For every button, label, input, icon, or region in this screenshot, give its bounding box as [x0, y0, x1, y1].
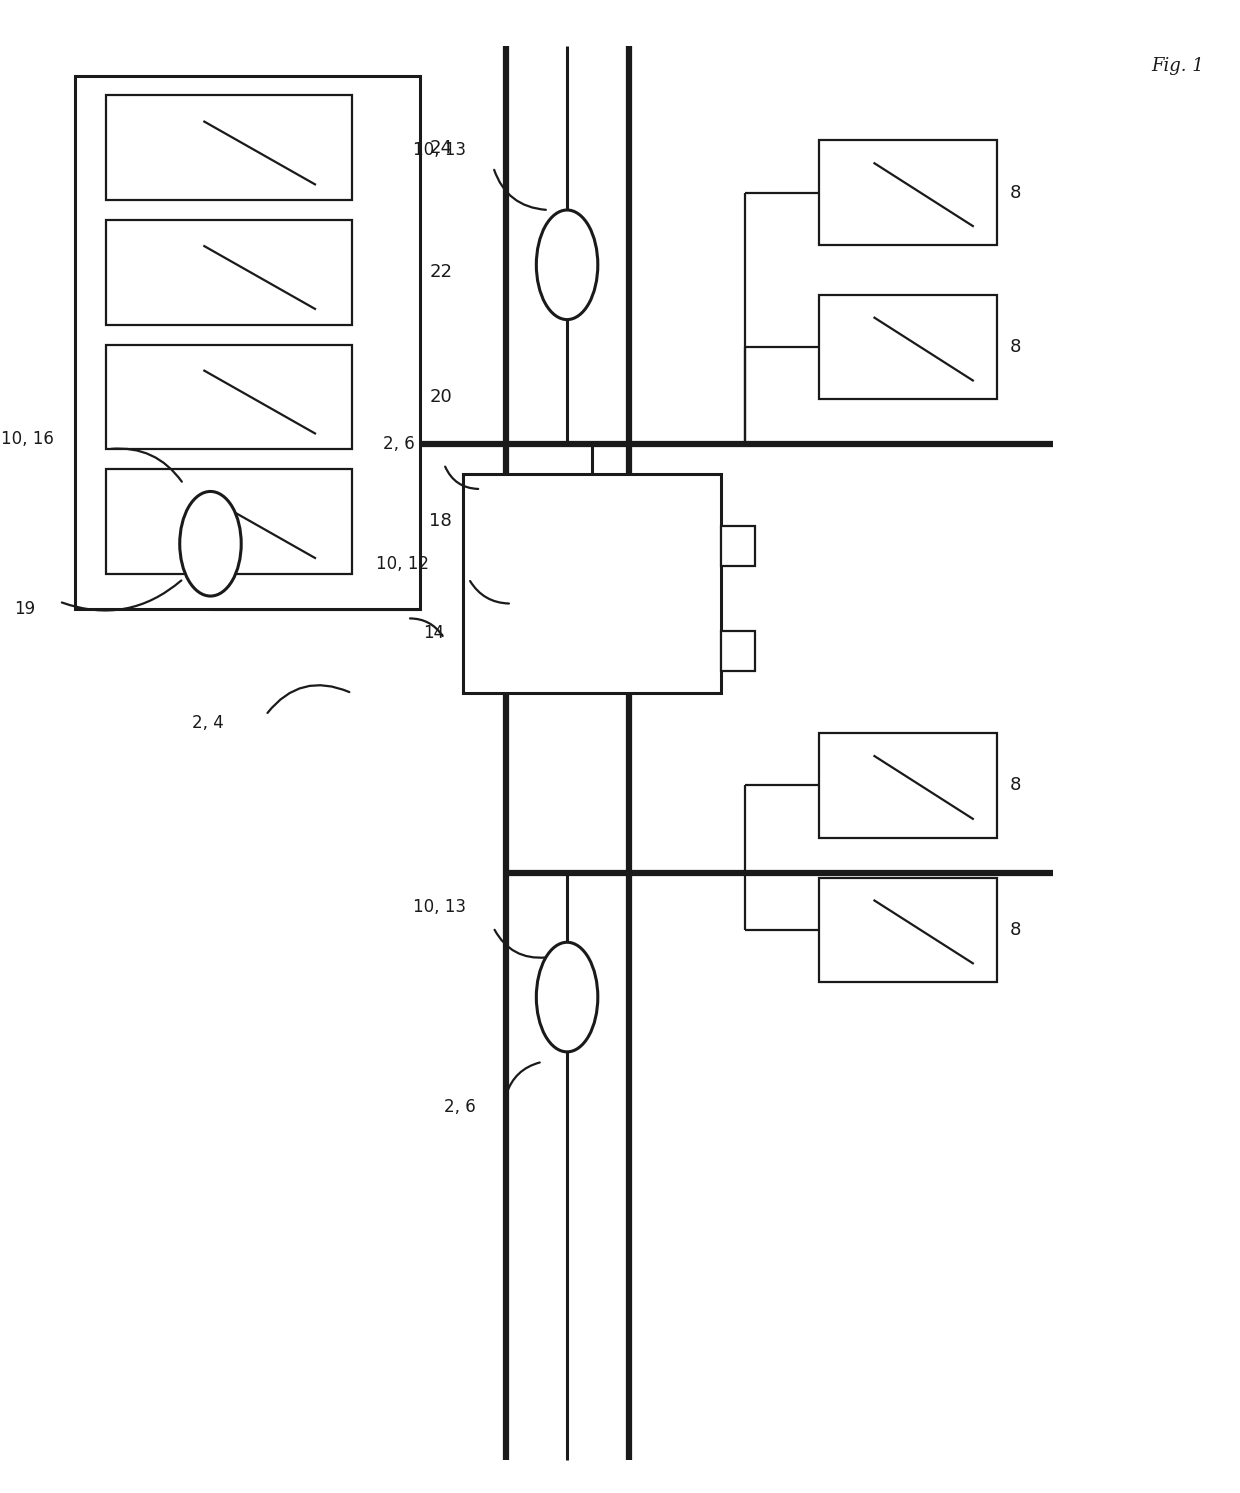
Bar: [720, 526, 755, 566]
Ellipse shape: [180, 491, 242, 596]
Text: 8: 8: [1009, 184, 1021, 202]
Bar: [105, 96, 352, 200]
Text: 10, 13: 10, 13: [413, 142, 466, 160]
Bar: [105, 469, 352, 573]
FancyArrowPatch shape: [495, 930, 546, 957]
Text: 10, 16: 10, 16: [1, 430, 55, 448]
FancyArrowPatch shape: [62, 581, 181, 611]
Text: 20: 20: [429, 388, 453, 406]
Text: 8: 8: [1009, 337, 1021, 355]
Bar: [720, 632, 755, 672]
Text: 18: 18: [429, 512, 453, 530]
FancyArrowPatch shape: [445, 467, 479, 488]
Text: 22: 22: [429, 263, 453, 281]
Bar: [820, 878, 997, 982]
Text: 10, 13: 10, 13: [413, 899, 466, 917]
Bar: [820, 140, 997, 245]
Text: 10, 12: 10, 12: [377, 555, 429, 573]
Text: Fig. 1: Fig. 1: [1151, 57, 1204, 75]
Text: 2, 6: 2, 6: [383, 434, 414, 454]
Text: 14: 14: [423, 624, 444, 642]
FancyArrowPatch shape: [506, 1063, 539, 1094]
Ellipse shape: [537, 942, 598, 1053]
Bar: [76, 76, 419, 609]
Text: 24: 24: [429, 139, 453, 157]
Text: 19: 19: [14, 600, 35, 618]
Bar: [105, 219, 352, 324]
Text: 8: 8: [1009, 921, 1021, 939]
FancyArrowPatch shape: [112, 448, 182, 482]
FancyArrowPatch shape: [495, 170, 546, 211]
Bar: [820, 294, 997, 399]
FancyArrowPatch shape: [410, 618, 443, 636]
Bar: [463, 473, 720, 693]
FancyArrowPatch shape: [268, 685, 350, 714]
Text: 2, 4: 2, 4: [192, 714, 223, 732]
FancyArrowPatch shape: [470, 581, 508, 603]
Bar: [820, 733, 997, 838]
Text: 8: 8: [1009, 776, 1021, 794]
Ellipse shape: [537, 211, 598, 320]
Bar: [105, 345, 352, 449]
Text: 2, 6: 2, 6: [444, 1097, 476, 1115]
